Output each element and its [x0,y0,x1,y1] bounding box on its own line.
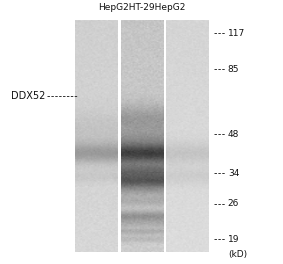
Text: 48: 48 [228,130,239,139]
Text: 19: 19 [228,235,239,244]
Text: DDX52: DDX52 [11,91,46,101]
Text: 34: 34 [228,169,239,178]
Bar [118,21,121,252]
Text: 85: 85 [228,65,239,74]
Text: HepG2HT-29HepG2: HepG2HT-29HepG2 [98,3,186,12]
Bar [164,21,166,252]
Text: 117: 117 [228,29,245,37]
Text: 26: 26 [228,199,239,208]
Text: (kD): (kD) [228,249,247,258]
